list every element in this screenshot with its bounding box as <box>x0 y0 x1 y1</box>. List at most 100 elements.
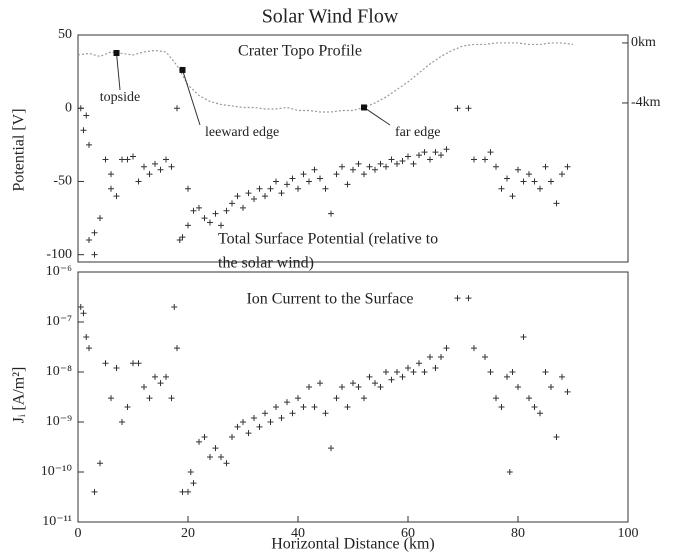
data-point <box>152 160 158 167</box>
data-point <box>207 219 213 226</box>
data-point <box>421 369 428 375</box>
data-point <box>520 178 527 185</box>
data-point <box>245 430 252 437</box>
data-point <box>515 166 521 173</box>
profile-marker <box>361 104 367 111</box>
y-tick-label: 50 <box>58 27 72 42</box>
data-point <box>493 395 499 402</box>
data-point <box>240 419 246 425</box>
data-point <box>559 171 565 178</box>
data-point <box>526 395 532 402</box>
annotation: the solar wind) <box>218 255 314 272</box>
data-point <box>443 345 450 352</box>
x-tick-label: 80 <box>511 526 525 541</box>
y-tick-label: -100 <box>46 247 72 262</box>
data-point <box>295 395 301 402</box>
data-point <box>146 395 153 402</box>
data-point <box>350 380 356 387</box>
data-point <box>174 345 180 352</box>
data-point <box>83 334 90 341</box>
data-point <box>394 369 400 375</box>
data-point <box>306 178 312 185</box>
data-point <box>388 156 395 163</box>
data-point <box>465 295 472 302</box>
data-point <box>416 360 422 367</box>
data-point <box>361 395 367 402</box>
data-point <box>262 193 268 200</box>
data-point <box>91 251 98 258</box>
topo-line <box>77 42 574 113</box>
data-point <box>421 149 428 156</box>
data-point <box>520 334 527 341</box>
data-point <box>311 166 318 173</box>
data-point <box>306 384 312 391</box>
data-point <box>187 469 194 475</box>
data-point <box>278 415 285 422</box>
profile-marker <box>113 50 120 57</box>
annotation: Ion Current to the Surface <box>246 291 413 308</box>
data-point <box>256 185 263 192</box>
x-tick-label: 20 <box>181 526 195 541</box>
data-point <box>262 410 268 417</box>
data-point <box>91 488 98 495</box>
x-tick-label: 100 <box>618 526 639 541</box>
data-point <box>135 360 142 367</box>
data-point <box>526 171 532 178</box>
data-point <box>553 200 560 207</box>
data-point <box>388 376 395 383</box>
x-tick-label: 40 <box>291 526 305 541</box>
data-point <box>328 445 334 452</box>
data-point <box>410 160 417 167</box>
data-point <box>124 403 131 410</box>
data-point <box>179 234 186 241</box>
data-point <box>273 178 279 185</box>
data-point <box>141 384 147 391</box>
data-point <box>542 163 549 170</box>
data-point <box>190 480 197 487</box>
y-tick-label: 10⁻¹⁰ <box>41 464 73 479</box>
x-tick-label: 0 <box>75 526 82 541</box>
data-point <box>559 373 565 380</box>
data-point <box>130 360 136 367</box>
data-point <box>97 215 103 222</box>
data-point <box>108 171 114 178</box>
point-label: far edge <box>395 125 440 140</box>
data-point <box>83 112 90 119</box>
data-point <box>174 105 180 112</box>
data-point <box>273 403 279 410</box>
data-point <box>86 237 92 244</box>
data-point <box>399 373 406 380</box>
data-point <box>493 163 499 170</box>
data-point <box>108 395 114 402</box>
data-point <box>564 163 571 170</box>
data-point <box>366 373 373 380</box>
data-point <box>454 105 461 112</box>
pointer-line <box>116 52 121 91</box>
data-point <box>564 388 571 395</box>
data-point <box>212 445 219 452</box>
data-point <box>344 181 351 188</box>
data-point <box>229 200 235 207</box>
y-tick-label: 10⁻⁹ <box>46 414 72 429</box>
data-point <box>383 163 389 170</box>
data-point <box>317 380 323 387</box>
data-point <box>339 384 345 391</box>
data-point <box>438 353 444 360</box>
data-point <box>322 410 329 417</box>
data-point <box>531 178 538 185</box>
annotation: Crater Topo Profile <box>238 43 362 60</box>
data-point <box>366 163 373 170</box>
data-point <box>171 303 178 310</box>
data-point <box>190 207 197 214</box>
data-point <box>443 146 450 153</box>
data-point <box>223 207 230 214</box>
plot-frame <box>77 271 629 523</box>
data-point <box>339 163 345 170</box>
data-point <box>108 185 114 192</box>
data-point <box>201 434 208 441</box>
data-point <box>355 160 362 167</box>
data-point <box>515 384 521 391</box>
data-point <box>372 166 378 173</box>
data-point <box>333 171 340 178</box>
data-point <box>394 160 400 167</box>
